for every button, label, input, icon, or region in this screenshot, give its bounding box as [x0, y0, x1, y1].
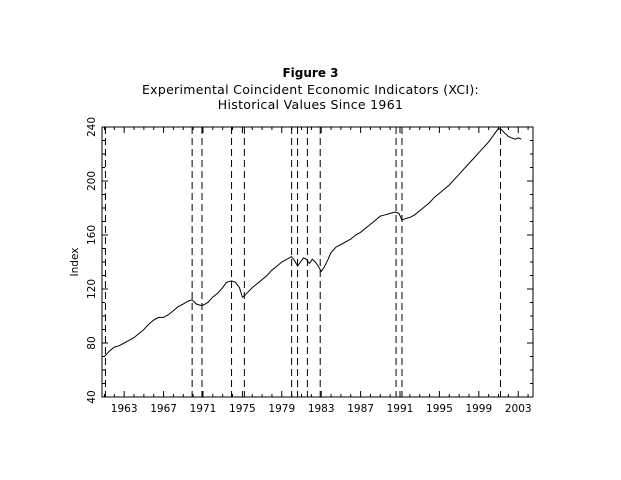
x-tick-label-4: 1979: [268, 403, 295, 415]
x-tick-label-1: 1967: [150, 403, 177, 415]
chart-title-line1: Experimental Coincident Economic Indicat…: [141, 82, 480, 97]
figure-label: Figure 3: [282, 66, 339, 80]
axis-ticks: 1963 1967 1971 1975 1979 1983 1987 1991 1995 1999…: [86, 117, 533, 415]
y-tick-label-2: 120: [86, 279, 98, 299]
chart-title-line2: Historical Values Since 1961: [217, 97, 404, 112]
x-tick-label-10: 2003: [505, 403, 532, 415]
x-tick-label-5: 1983: [308, 403, 335, 415]
y-tick-label-3: 160: [86, 225, 98, 245]
y-tick-label-0: 40: [86, 390, 98, 403]
x-tick-label-0: 1963: [111, 403, 138, 415]
x-tick-label-6: 1987: [347, 403, 374, 415]
x-tick-label-7: 1991: [387, 403, 414, 415]
reference-lines: [104, 127, 501, 397]
series-line-0: [104, 127, 522, 357]
x-tick-label-3: 1975: [229, 403, 256, 415]
y-tick-label-1: 80: [86, 336, 98, 349]
series-group: [104, 127, 522, 357]
y-axis-label: Index: [69, 248, 81, 277]
x-tick-label-2: 1971: [190, 403, 217, 415]
plot-frame: [101, 126, 534, 398]
x-tick-label-8: 1995: [426, 403, 453, 415]
y-tick-label-5: 240: [86, 117, 98, 137]
x-tick-label-9: 1999: [465, 403, 492, 415]
y-tick-label-4: 200: [86, 171, 98, 191]
